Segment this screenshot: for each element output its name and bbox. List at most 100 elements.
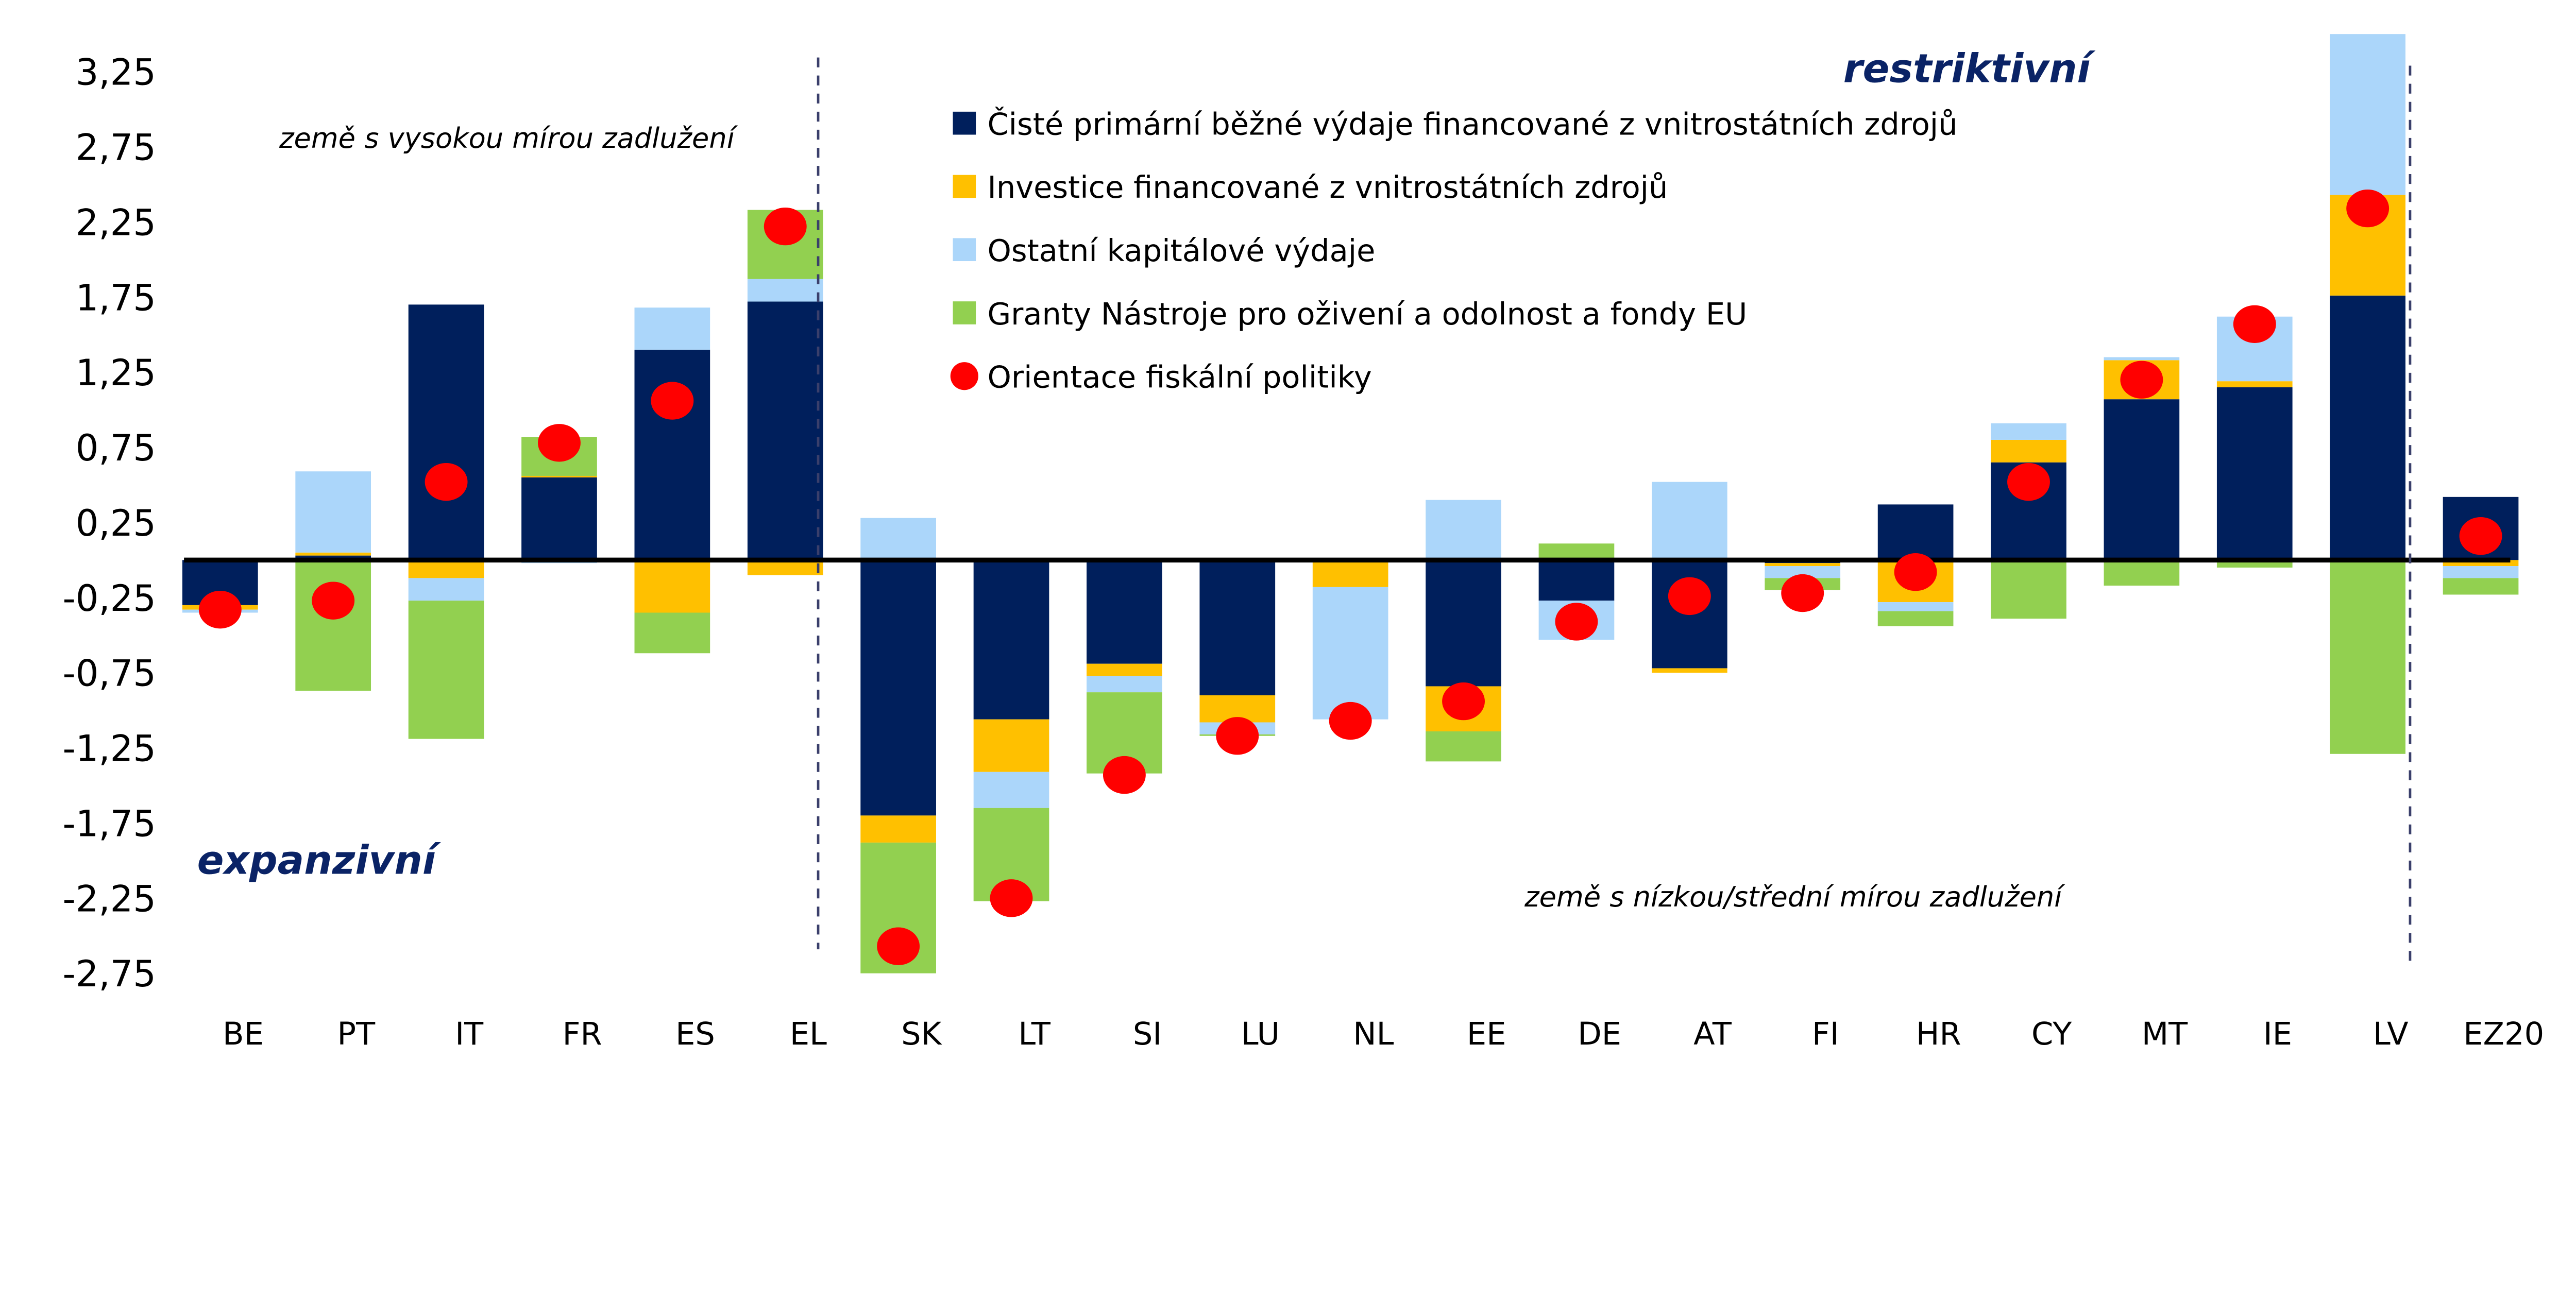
- y-tick-label: -1,25: [62, 728, 156, 770]
- x-tick-label: LT: [1018, 1016, 1050, 1052]
- bar-segment-MT-s2: [2104, 357, 2180, 361]
- bar-segment-SI-s1: [1087, 663, 1162, 676]
- bar-segment-SI-s0: [1087, 560, 1162, 664]
- legend-label: Orientace fiskální politiky: [987, 360, 1371, 395]
- x-tick-label: BE: [223, 1016, 264, 1052]
- y-tick-label: -0,75: [62, 653, 156, 695]
- bars: [182, 34, 2519, 973]
- stance-dot-LT: [990, 879, 1033, 917]
- y-tick-label: 2,25: [76, 201, 156, 244]
- bar-segment-NL-s2: [1312, 587, 1388, 720]
- bar-segment-FR-s0: [521, 477, 597, 560]
- x-tick-label: AT: [1693, 1016, 1732, 1052]
- bar-segment-LT-s0: [973, 560, 1049, 720]
- stance-dot-DE: [1555, 603, 1598, 641]
- y-tick-label: 1,25: [76, 352, 156, 394]
- legend-swatch: [953, 175, 976, 198]
- stance-dot-IE: [2233, 305, 2276, 343]
- bar-segment-CY-s2: [1991, 423, 2066, 440]
- bar-segment-DE-s0: [1538, 560, 1615, 601]
- legend: Čisté primární běžné výdaje financované …: [950, 106, 1958, 395]
- x-tick-label: MT: [2142, 1016, 2188, 1052]
- bar-segment-PT-s2: [295, 471, 371, 553]
- bar-segment-EZ20-s2: [2443, 566, 2519, 578]
- x-tick-label: DE: [1578, 1016, 1621, 1052]
- bar-segment-LV-s0: [2330, 295, 2405, 560]
- stance-dot-EZ20: [2459, 517, 2502, 555]
- stance-dot-CY: [2007, 463, 2050, 501]
- bar-segment-ES-s1: [634, 560, 710, 613]
- bar-segment-EE-s0: [1426, 560, 1501, 687]
- bar-segment-AT-s2: [1651, 482, 1727, 560]
- bar-segment-EZ20-s3: [2443, 578, 2519, 595]
- x-tick-label: NL: [1353, 1016, 1394, 1052]
- bar-segment-PT-s1: [295, 552, 371, 556]
- annotation-expansive: expanzivní: [197, 837, 441, 883]
- bar-segment-LV-s2: [2330, 34, 2405, 195]
- bar-segment-HR-s0: [1877, 504, 1954, 560]
- bar-segment-MT-s3: [2104, 560, 2180, 586]
- stance-dot-ES: [651, 382, 694, 420]
- bar-segment-EL-s1: [747, 560, 823, 575]
- x-tick-label: CY: [2031, 1016, 2072, 1052]
- stance-dot-NL: [1329, 702, 1372, 740]
- stance-dot-IT: [425, 463, 468, 501]
- bar-segment-HR-s2: [1877, 602, 1954, 611]
- stance-dot-HR: [1894, 553, 1937, 591]
- x-tick-label: SK: [901, 1016, 942, 1052]
- x-tick-label: IT: [455, 1016, 484, 1052]
- bar-segment-LT-s2: [973, 772, 1049, 808]
- legend-label: Investice financované z vnitrostátních z…: [987, 169, 1668, 205]
- stance-dot-EL: [764, 207, 807, 246]
- annotation-high-debt: země s vysokou mírou zadlužení: [279, 122, 738, 155]
- y-tick-label: 1,75: [76, 277, 156, 319]
- bar-segment-CY-s1: [1991, 439, 2066, 463]
- bar-segment-IT-s3: [408, 601, 484, 739]
- x-axis-labels: BE PT IT FR ES EL SK LT SI LU NL EE DE AT FI HR CY MT IE LV…: [223, 1016, 2544, 1052]
- x-tick-label: FR: [563, 1016, 602, 1052]
- legend-swatch: [953, 111, 976, 135]
- legend-swatch: [953, 301, 976, 324]
- fiscal-stance-chart: 3,25 2,75 2,25 1,75 1,25 0,75 0,25 -0,25 -0,75 -1…: [62, 34, 2544, 1052]
- x-tick-label: EZ20: [2463, 1016, 2544, 1052]
- bar-segment-NL-s1: [1312, 560, 1388, 587]
- bar-segment-EL-s0: [747, 301, 823, 560]
- bar-segment-AT-s1: [1651, 668, 1727, 673]
- bar-segment-FR-s1: [521, 475, 597, 477]
- y-tick-label: -2,75: [62, 953, 156, 995]
- bar-segment-EE-s3: [1426, 731, 1501, 762]
- dots: [198, 189, 2502, 965]
- y-tick-label: -0,25: [62, 577, 156, 620]
- y-tick-label: 0,75: [76, 427, 156, 469]
- bar-segment-EE-s2: [1426, 500, 1501, 560]
- x-tick-label: LV: [2373, 1016, 2409, 1052]
- x-tick-label: EL: [790, 1016, 827, 1052]
- x-tick-label: EE: [1467, 1016, 1506, 1052]
- legend-marker-dot: [950, 362, 978, 390]
- stance-dot-PT: [312, 581, 355, 620]
- stance-dot-FR: [538, 424, 581, 462]
- x-tick-label: IE: [2263, 1016, 2292, 1052]
- y-tick-label: -2,25: [62, 878, 156, 920]
- bar-segment-EL-s2: [747, 279, 823, 302]
- bar-segment-ES-s3: [634, 612, 710, 654]
- y-axis-ticks: 3,25 2,75 2,25 1,75 1,25 0,75 0,25 -0,25 -0,75 -1…: [62, 52, 156, 996]
- x-tick-label: HR: [1916, 1016, 1961, 1052]
- bar-segment-LV-s3: [2330, 560, 2405, 754]
- x-tick-label: PT: [337, 1016, 376, 1052]
- bar-segment-SK-s0: [860, 560, 936, 816]
- y-tick-label: 3,25: [76, 52, 156, 94]
- bar-segment-EZ20-s1: [2443, 560, 2519, 567]
- stance-dot-EE: [1442, 682, 1485, 721]
- bar-segment-ES-s2: [634, 307, 710, 350]
- stance-dot-BE: [198, 590, 242, 629]
- stance-dot-LU: [1216, 717, 1259, 755]
- annotation-low-debt: země s nízkou/střední mírou zadlužení: [1524, 881, 2065, 913]
- annotation-restrictive: restriktivní: [1843, 46, 2096, 92]
- bar-segment-IT-s0: [408, 304, 484, 560]
- bar-segment-SK-s1: [860, 815, 936, 843]
- bar-segment-MT-s0: [2104, 399, 2180, 560]
- legend-label: Čisté primární běžné výdaje financované …: [987, 106, 1957, 142]
- stance-dot-LV: [2346, 189, 2389, 228]
- bar-segment-IT-s1: [408, 560, 484, 578]
